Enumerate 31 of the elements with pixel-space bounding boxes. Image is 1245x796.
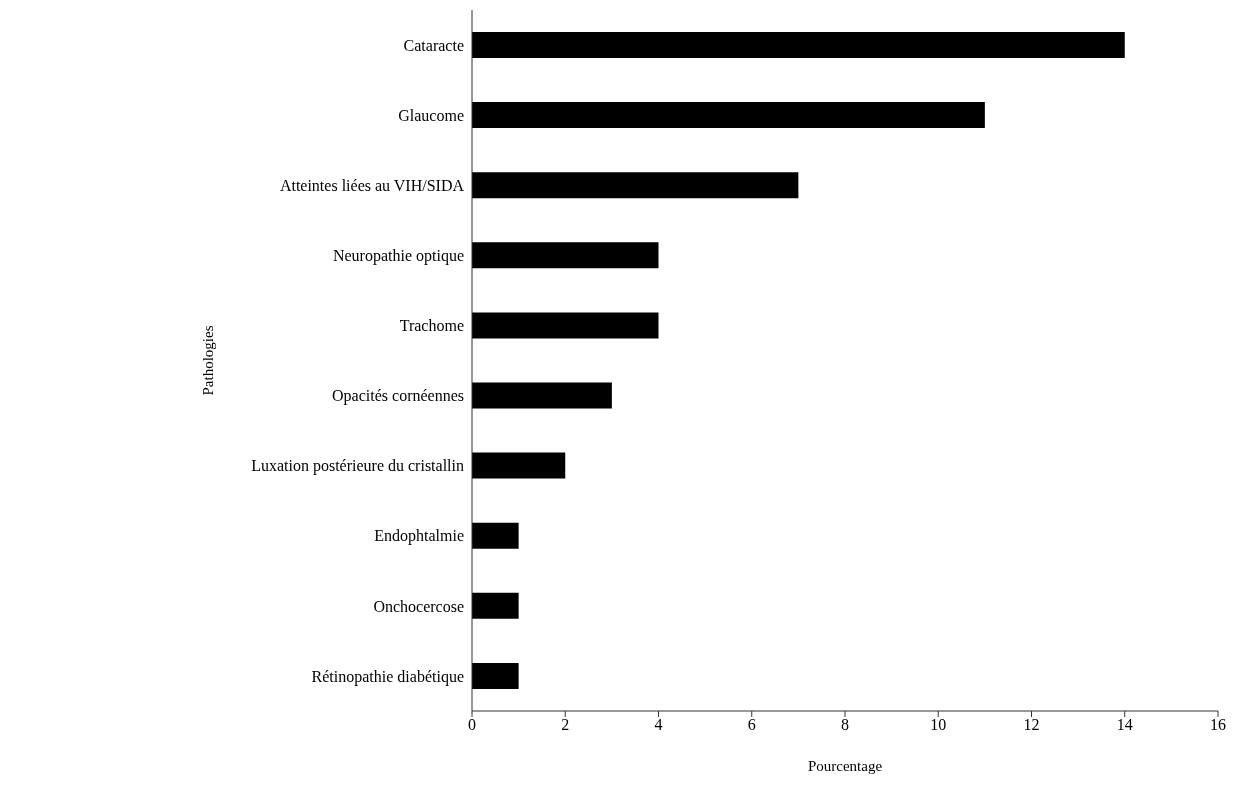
bar (472, 312, 659, 339)
x-tick-label: 0 (468, 716, 476, 734)
y-tick-label: Atteintes liées au VIH/SIDA (279, 176, 465, 194)
x-tick-label: 12 (1023, 716, 1040, 734)
bar (472, 172, 799, 199)
x-tick-label: 16 (1210, 716, 1226, 734)
bar (472, 242, 659, 269)
bar (472, 382, 612, 409)
y-tick-label: Neuropathie optique (332, 247, 464, 266)
x-tick-label: 4 (654, 716, 663, 734)
bar (472, 452, 566, 479)
x-tick-label: 14 (1116, 716, 1133, 734)
bar (472, 102, 985, 129)
x-axis-title: Pourcentage (807, 758, 883, 774)
y-tick-label: Glaucome (398, 106, 464, 124)
y-tick-label: Cataracte (403, 36, 464, 54)
y-tick-label: Rétinopathie diabétique (311, 667, 464, 686)
y-tick-label: Luxation postérieure du cristallin (251, 457, 464, 476)
y-tick-label: Opacités cornéennes (332, 387, 464, 406)
bar (472, 32, 1125, 58)
y-tick-label: Trachome (399, 317, 464, 335)
y-tick-label: Endophtalmie (374, 527, 464, 546)
y-tick-label: Onchocercose (373, 597, 464, 615)
bar (472, 662, 519, 689)
x-tick-label: 2 (561, 716, 570, 734)
x-tick-label: 6 (747, 716, 756, 734)
bar (472, 592, 519, 619)
x-tick-label: 10 (930, 716, 947, 734)
bar (472, 522, 519, 549)
x-tick-label: 8 (841, 716, 849, 734)
y-axis-title: Pathologies (200, 325, 217, 396)
